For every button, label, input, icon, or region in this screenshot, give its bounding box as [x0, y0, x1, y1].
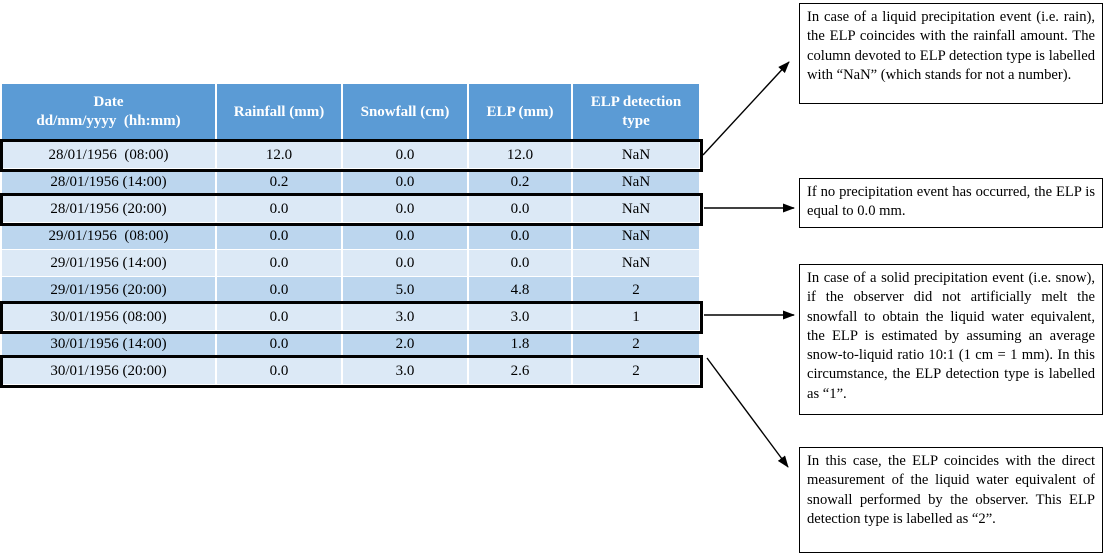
cell-elp: 4.8	[469, 277, 573, 304]
cell-date: 28/01/1956 (20:00)	[2, 196, 217, 223]
cell-snowfall: 0.0	[343, 196, 469, 223]
annotation-box-no-event: If no precipitation event has occurred, …	[799, 178, 1103, 228]
table-row: 28/01/1956 (20:00) 0.0 0.0 0.0 NaN	[2, 196, 699, 223]
table-row: 29/01/1956 (14:00) 0.0 0.0 0.0 NaN	[2, 250, 699, 277]
cell-elp-type: NaN	[573, 169, 699, 196]
cell-elp-type: 1	[573, 304, 699, 331]
arrow-row9-to-note4	[706, 357, 789, 468]
cell-date: 30/01/1956 (14:00)	[2, 331, 217, 358]
cell-elp: 0.2	[469, 169, 573, 196]
table-header-row: Date dd/mm/yyyy (hh:mm) Rainfall (mm) Sn…	[2, 84, 699, 142]
cell-snowfall: 0.0	[343, 250, 469, 277]
cell-elp-type: 2	[573, 277, 699, 304]
table-row: 28/01/1956 (08:00) 12.0 0.0 12.0 NaN	[2, 142, 699, 169]
cell-elp: 0.0	[469, 196, 573, 223]
table-row: 29/01/1956 (08:00) 0.0 0.0 0.0 NaN	[2, 223, 699, 250]
cell-elp: 0.0	[469, 250, 573, 277]
cell-elp: 12.0	[469, 142, 573, 169]
cell-snowfall: 0.0	[343, 223, 469, 250]
table-row: 30/01/1956 (14:00) 0.0 2.0 1.8 2	[2, 331, 699, 358]
cell-date: 30/01/1956 (20:00)	[2, 358, 217, 385]
cell-rainfall: 0.0	[217, 277, 343, 304]
cell-elp-type: NaN	[573, 223, 699, 250]
table-row: 28/01/1956 (14:00) 0.2 0.0 0.2 NaN	[2, 169, 699, 196]
cell-date: 28/01/1956 (14:00)	[2, 169, 217, 196]
cell-rainfall: 0.0	[217, 250, 343, 277]
table-row: 30/01/1956 (08:00) 0.0 3.0 3.0 1	[2, 304, 699, 331]
cell-elp: 1.8	[469, 331, 573, 358]
cell-elp: 2.6	[469, 358, 573, 385]
highlight-frame-row-7	[0, 301, 703, 334]
column-header-rainfall: Rainfall (mm)	[217, 84, 343, 142]
cell-elp: 3.0	[469, 304, 573, 331]
cell-snowfall: 2.0	[343, 331, 469, 358]
cell-rainfall: 0.0	[217, 196, 343, 223]
arrow-row1-to-note1	[702, 61, 790, 156]
highlight-frame-row-1	[0, 139, 703, 172]
table-row: 30/01/1956 (20:00) 0.0 3.0 2.6 2	[2, 358, 699, 385]
highlight-frame-row-9	[0, 355, 703, 388]
column-header-snowfall: Snowfall (cm)	[343, 84, 469, 142]
cell-rainfall: 0.2	[217, 169, 343, 196]
table-row: 29/01/1956 (20:00) 0.0 5.0 4.8 2	[2, 277, 699, 304]
cell-rainfall: 0.0	[217, 331, 343, 358]
cell-elp: 0.0	[469, 223, 573, 250]
cell-snowfall: 3.0	[343, 358, 469, 385]
cell-snowfall: 3.0	[343, 304, 469, 331]
column-header-date: Date dd/mm/yyyy (hh:mm)	[2, 84, 217, 142]
cell-date: 29/01/1956 (14:00)	[2, 250, 217, 277]
cell-elp-type: NaN	[573, 196, 699, 223]
cell-rainfall: 12.0	[217, 142, 343, 169]
annotation-box-solid-event-type1: In case of a solid precipitation event (…	[799, 264, 1103, 415]
cell-elp-type: NaN	[573, 142, 699, 169]
highlight-frame-row-3	[0, 193, 703, 226]
cell-elp-type: 2	[573, 331, 699, 358]
cell-rainfall: 0.0	[217, 223, 343, 250]
annotation-box-measured-type2: In this case, the ELP coincides with the…	[799, 447, 1103, 553]
column-header-elp-detection-type: ELP detection type	[573, 84, 699, 142]
cell-snowfall: 0.0	[343, 169, 469, 196]
annotation-box-liquid-event: In case of a liquid precipitation event …	[799, 3, 1103, 104]
cell-date: 28/01/1956 (08:00)	[2, 142, 217, 169]
precipitation-table: Date dd/mm/yyyy (hh:mm) Rainfall (mm) Sn…	[2, 84, 699, 385]
cell-snowfall: 0.0	[343, 142, 469, 169]
cell-elp-type: 2	[573, 358, 699, 385]
column-header-elp: ELP (mm)	[469, 84, 573, 142]
cell-rainfall: 0.0	[217, 304, 343, 331]
cell-date: 29/01/1956 (08:00)	[2, 223, 217, 250]
cell-snowfall: 5.0	[343, 277, 469, 304]
cell-rainfall: 0.0	[217, 358, 343, 385]
cell-date: 30/01/1956 (08:00)	[2, 304, 217, 331]
cell-elp-type: NaN	[573, 250, 699, 277]
cell-date: 29/01/1956 (20:00)	[2, 277, 217, 304]
